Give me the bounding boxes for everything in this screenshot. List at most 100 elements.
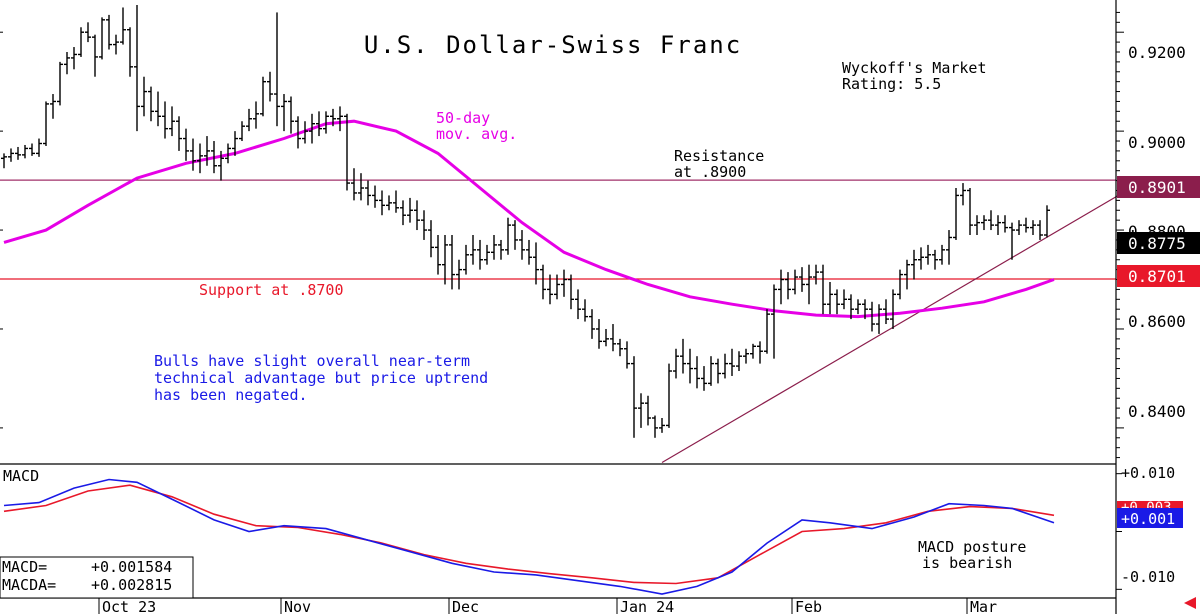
price-bar (239, 121, 245, 142)
price-bar (855, 299, 861, 315)
price-bar (701, 366, 707, 391)
price-bar (981, 215, 987, 231)
price-bar (1044, 205, 1050, 238)
price-bar (869, 301, 875, 332)
commentary-line-1: Bulls have slight overall near-term (154, 352, 470, 370)
price-bar (624, 341, 630, 369)
support-tag-box (1117, 265, 1200, 287)
price-bar (162, 101, 168, 139)
price-bar (673, 348, 679, 379)
price-bar (379, 190, 385, 216)
resistance-tag-box (1117, 176, 1200, 198)
price-bar (512, 220, 518, 250)
price-bar (267, 71, 273, 102)
price-bar (939, 244, 945, 265)
price-bar (491, 235, 497, 260)
price-bar (260, 76, 266, 117)
price-bar (442, 235, 448, 285)
price-bar (71, 47, 77, 70)
price-bar (827, 281, 833, 315)
price-bar (792, 269, 798, 295)
price-bar (925, 244, 931, 265)
price-bar (729, 348, 735, 376)
price-bar (92, 34, 98, 77)
price-bar (1, 153, 7, 169)
price-bar (848, 294, 854, 320)
price-bar (1002, 215, 1008, 233)
price-bar (631, 356, 637, 438)
price-bar (400, 200, 406, 226)
macd-posture-line-1: MACD posture (918, 538, 1026, 556)
price-bar (330, 108, 336, 127)
price-bar (589, 309, 595, 339)
price-bar (953, 188, 959, 240)
price-tick-label: 0.9000 (1128, 133, 1186, 152)
price-bar (498, 239, 504, 260)
price-bar (666, 363, 672, 428)
price-bar (533, 242, 539, 285)
price-bar (85, 22, 91, 43)
uptrend-line (661, 187, 1132, 464)
price-bar (281, 94, 287, 132)
macd-tag-box (1117, 508, 1183, 528)
month-label: Dec (452, 598, 479, 614)
price-bar (995, 215, 1001, 235)
price-bar (680, 338, 686, 374)
price-bar (463, 244, 469, 275)
price-bar (351, 168, 357, 201)
price-bar (337, 106, 343, 132)
chart-title: U.S. Dollar-Swiss Franc (364, 31, 742, 59)
last-price-tag-box (1117, 232, 1200, 254)
price-bar (176, 116, 182, 151)
price-bar (253, 101, 259, 129)
price-bar (652, 415, 658, 438)
price-bar (302, 121, 308, 144)
price-bar (484, 244, 490, 265)
ma-label-line-2: mov. avg. (436, 125, 517, 143)
price-bar (57, 61, 63, 106)
price-bar (918, 247, 924, 270)
price-bar (897, 269, 903, 300)
price-bar (435, 235, 441, 275)
month-label: Feb (795, 598, 822, 614)
rating-line-2: Rating: 5.5 (842, 75, 941, 93)
price-bar (8, 148, 14, 162)
back-arrow-icon[interactable] (1184, 597, 1196, 609)
price-bar (134, 5, 140, 132)
price-bar (218, 150, 224, 181)
support-tag: 0.8701 (1128, 267, 1186, 286)
macd-value-label: MACD= (2, 558, 47, 576)
price-bar (911, 249, 917, 280)
last-price-tag: 0.8775 (1128, 234, 1186, 253)
price-bar (799, 267, 805, 292)
price-tick-label: 0.8600 (1128, 312, 1186, 331)
price-bar (36, 138, 42, 157)
price-bar (750, 343, 756, 359)
price-bar (1016, 220, 1022, 235)
price-bar (288, 96, 294, 134)
price-bar (603, 328, 609, 347)
macd-tick-label: -0.010 (1121, 568, 1175, 586)
price-bar (743, 348, 749, 364)
price-bar (393, 190, 399, 213)
price-bar (540, 264, 546, 300)
price-bar (274, 12, 280, 127)
price-bar (988, 210, 994, 231)
price-bar (190, 138, 196, 171)
price-bar (204, 136, 210, 166)
price-bar (407, 197, 413, 223)
price-bar (246, 108, 252, 132)
price-bar (211, 141, 217, 174)
price-bar (967, 188, 973, 235)
price-bar (78, 27, 84, 57)
month-ticks (98, 598, 968, 614)
resistance-label-line-2: at .8900 (674, 163, 746, 181)
price-bar (344, 113, 350, 191)
price-bar (414, 200, 420, 231)
price-bar (323, 111, 329, 134)
price-bar (862, 299, 868, 320)
commentary-line-2: technical advantage but price uptrend (154, 369, 488, 387)
price-bar (890, 289, 896, 329)
macda-value: +0.002815 (91, 576, 172, 594)
